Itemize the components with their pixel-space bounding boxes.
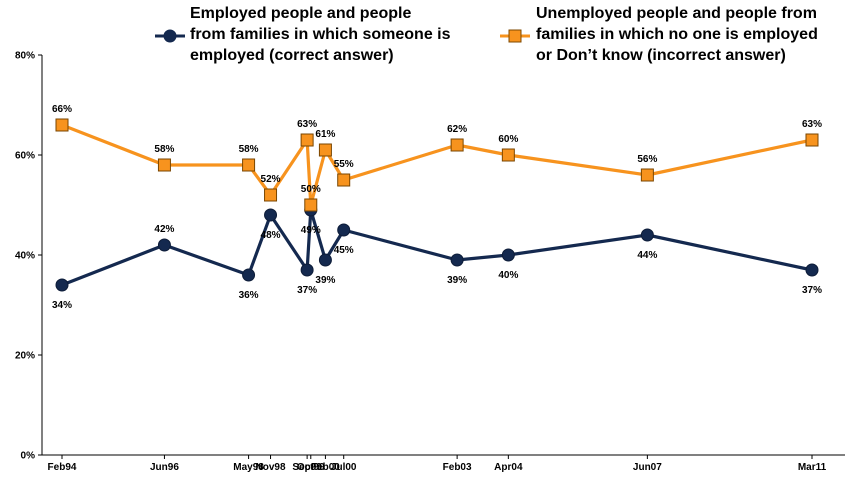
legend-marker-circle: [163, 29, 177, 43]
y-tick-label: 0%: [21, 451, 36, 462]
data-point: [450, 138, 464, 152]
y-tick-label: 20%: [15, 351, 35, 362]
data-label: 63%: [297, 119, 317, 130]
x-tick-label: Jun96: [150, 462, 179, 473]
data-label: 55%: [334, 159, 354, 170]
data-point: [805, 133, 819, 147]
data-label: 36%: [239, 290, 259, 301]
data-label: 34%: [52, 300, 72, 311]
data-label: 39%: [315, 275, 335, 286]
data-point: [55, 278, 69, 292]
x-tick-label: Oct99: [297, 462, 325, 473]
legend-label: employed (correct answer): [190, 47, 394, 64]
series-employed: 34% 42% 36% 48% 37% 49% 39% 45% 39% 40% 44% 37%: [52, 203, 822, 311]
data-point: [157, 238, 171, 252]
legend: Employed people and people from families …: [155, 5, 818, 64]
data-point: [318, 253, 332, 267]
y-tick-label: 60%: [15, 151, 35, 162]
data-label: 42%: [154, 224, 174, 235]
data-label: 40%: [498, 270, 518, 281]
data-label: 49%: [301, 225, 321, 236]
data-point: [304, 198, 318, 212]
x-tick-label: Feb03: [443, 462, 472, 473]
data-point: [337, 223, 351, 237]
legend-label: or Don’t know (incorrect answer): [536, 47, 786, 64]
data-label: 37%: [297, 285, 317, 296]
data-label: 60%: [498, 134, 518, 145]
y-tick-label: 40%: [15, 251, 35, 262]
data-label: 62%: [447, 124, 467, 135]
x-tick-label: Feb94: [48, 462, 77, 473]
data-label: 44%: [637, 250, 657, 261]
data-label: 61%: [315, 129, 335, 140]
x-tick-label: May98: [233, 462, 264, 473]
legend-label: from families in which someone is: [190, 26, 451, 43]
data-point: [450, 253, 464, 267]
x-tick-label: Nov98: [256, 462, 286, 473]
data-point: [501, 148, 515, 162]
data-point: [501, 248, 515, 262]
data-label: 45%: [334, 245, 354, 256]
data-point: [242, 158, 256, 172]
x-tick-label: Mar11: [798, 462, 827, 473]
plot-area: 34% 42% 36% 48% 37% 49% 39% 45% 39% 40% 44% 37% 66% 5…: [52, 104, 822, 311]
x-tick-label: Sep99: [292, 462, 322, 473]
data-point: [157, 158, 171, 172]
data-label: 48%: [261, 230, 281, 241]
y-tick-label: 80%: [15, 51, 35, 62]
data-point: [805, 263, 819, 277]
data-label: 39%: [447, 275, 467, 286]
legend-entry: Employed people and people from families …: [155, 5, 451, 64]
x-tick-label: Feb00: [311, 462, 340, 473]
data-label: 66%: [52, 104, 72, 115]
legend-label: Employed people and people: [190, 5, 411, 22]
data-point: [264, 208, 278, 222]
data-point: [264, 188, 278, 202]
data-label: 52%: [261, 174, 281, 185]
data-label: 58%: [154, 144, 174, 155]
data-point: [640, 228, 654, 242]
data-point: [55, 118, 69, 132]
x-tick-label: Apr04: [494, 462, 523, 473]
data-label: 50%: [301, 184, 321, 195]
data-point: [318, 143, 332, 157]
data-label: 56%: [637, 154, 657, 165]
legend-marker-square: [508, 29, 522, 43]
series-line: [61, 208, 813, 287]
data-point: [640, 168, 654, 182]
series-line: [61, 123, 813, 207]
data-label: 37%: [802, 285, 822, 296]
x-tick-label: Jun07: [633, 462, 662, 473]
data-point: [300, 263, 314, 277]
data-point: [300, 133, 314, 147]
legend-entry: Unemployed people and people from familie…: [500, 5, 818, 64]
data-label: 58%: [239, 144, 259, 155]
legend-label: Unemployed people and people from: [536, 5, 817, 22]
data-point: [242, 268, 256, 282]
data-label: 63%: [802, 119, 822, 130]
legend-label: families in which no one is employed: [536, 26, 818, 43]
x-tick-label: Jul00: [331, 462, 357, 473]
data-point: [337, 173, 351, 187]
series-unemployed: 66% 58% 58% 52% 63% 50% 61% 55% 62% 60% 56% 63%: [52, 104, 822, 212]
